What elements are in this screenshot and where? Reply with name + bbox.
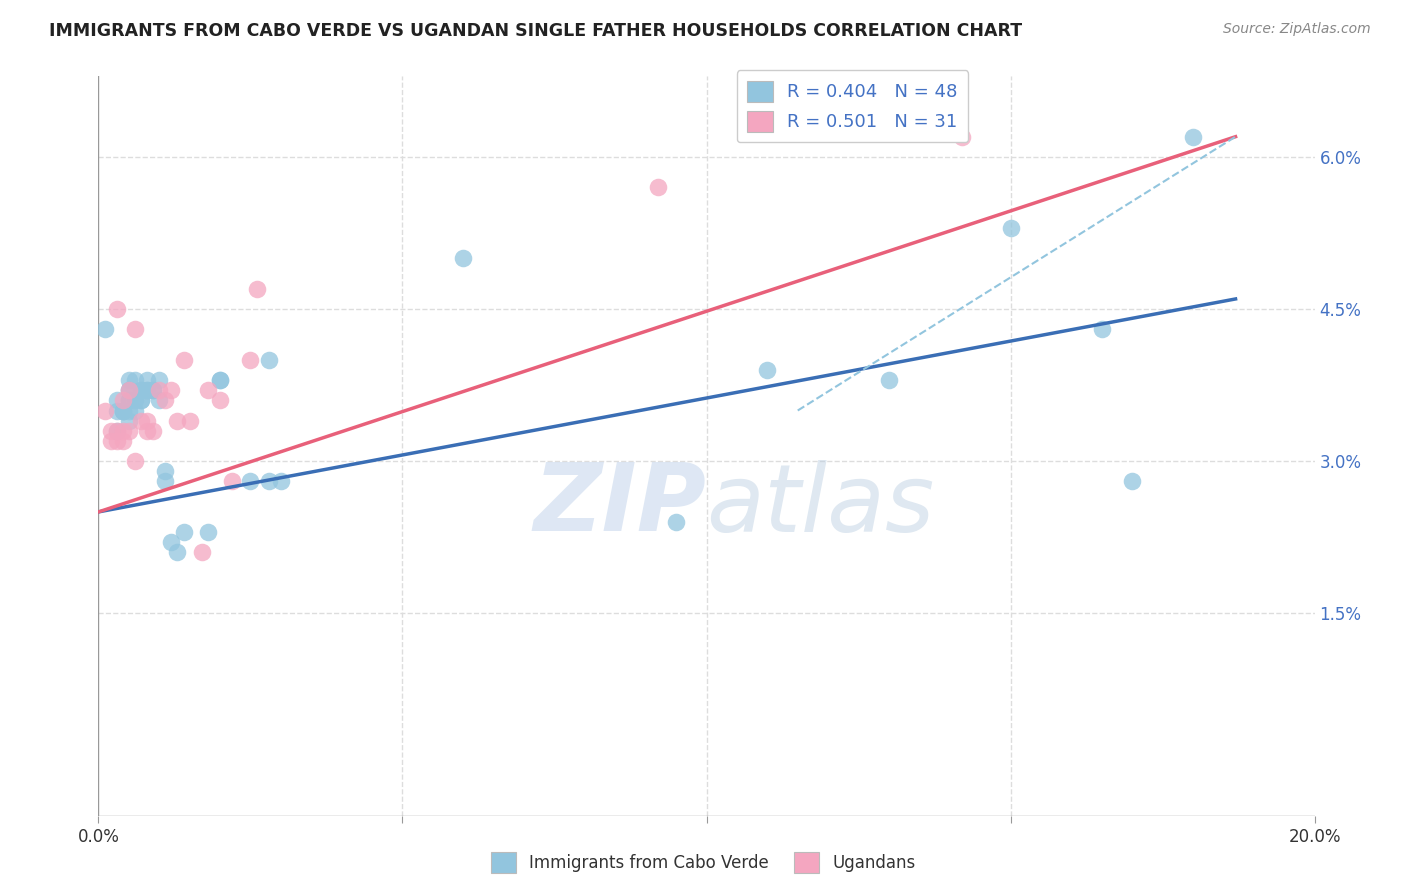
Point bbox=[209, 373, 232, 387]
Point bbox=[665, 515, 688, 529]
Text: ZIP: ZIP bbox=[534, 459, 707, 551]
Point bbox=[179, 414, 201, 428]
Point bbox=[111, 403, 134, 417]
Point bbox=[118, 383, 141, 397]
Point bbox=[877, 373, 900, 387]
Point bbox=[105, 393, 128, 408]
Text: Source: ZipAtlas.com: Source: ZipAtlas.com bbox=[1223, 22, 1371, 37]
Point bbox=[950, 129, 973, 144]
Point bbox=[191, 545, 214, 559]
Point bbox=[148, 393, 170, 408]
Point bbox=[111, 403, 134, 417]
Point bbox=[209, 393, 232, 408]
Point bbox=[136, 414, 159, 428]
Point bbox=[118, 414, 141, 428]
Point bbox=[118, 373, 141, 387]
Point bbox=[1091, 322, 1114, 336]
Point bbox=[453, 252, 475, 266]
Point bbox=[124, 403, 146, 417]
Point bbox=[1182, 129, 1205, 144]
Point bbox=[647, 180, 669, 194]
Point bbox=[105, 434, 128, 448]
Point bbox=[100, 424, 122, 438]
Text: IMMIGRANTS FROM CABO VERDE VS UGANDAN SINGLE FATHER HOUSEHOLDS CORRELATION CHART: IMMIGRANTS FROM CABO VERDE VS UGANDAN SI… bbox=[49, 22, 1022, 40]
Point bbox=[105, 403, 128, 417]
Point bbox=[270, 475, 292, 489]
Point bbox=[1121, 475, 1143, 489]
Point bbox=[129, 393, 152, 408]
Point bbox=[155, 475, 177, 489]
Point bbox=[118, 393, 141, 408]
Point bbox=[148, 383, 170, 397]
Point bbox=[124, 373, 146, 387]
Point bbox=[257, 352, 280, 367]
Point bbox=[136, 424, 159, 438]
Point bbox=[160, 383, 183, 397]
Point bbox=[245, 282, 267, 296]
Point bbox=[148, 373, 170, 387]
Text: atlas: atlas bbox=[707, 459, 935, 550]
Point bbox=[129, 383, 152, 397]
Point bbox=[129, 393, 152, 408]
Point bbox=[257, 475, 280, 489]
Point bbox=[136, 383, 159, 397]
Point bbox=[124, 454, 146, 468]
Point bbox=[142, 424, 165, 438]
Point bbox=[118, 393, 141, 408]
Legend: R = 0.404   N = 48, R = 0.501   N = 31: R = 0.404 N = 48, R = 0.501 N = 31 bbox=[737, 70, 969, 143]
Point bbox=[105, 424, 128, 438]
Point bbox=[118, 383, 141, 397]
Point bbox=[129, 414, 152, 428]
Point bbox=[142, 383, 165, 397]
Point bbox=[239, 352, 262, 367]
Point bbox=[105, 424, 128, 438]
Point bbox=[93, 322, 115, 336]
Point bbox=[155, 464, 177, 478]
Point bbox=[239, 475, 262, 489]
Point bbox=[111, 434, 134, 448]
Point bbox=[209, 373, 232, 387]
Legend: Immigrants from Cabo Verde, Ugandans: Immigrants from Cabo Verde, Ugandans bbox=[484, 846, 922, 880]
Point bbox=[197, 525, 219, 540]
Point bbox=[160, 535, 183, 549]
Point bbox=[142, 383, 165, 397]
Point bbox=[173, 352, 195, 367]
Point bbox=[111, 403, 134, 417]
Point bbox=[166, 414, 188, 428]
Point bbox=[118, 424, 141, 438]
Point bbox=[756, 363, 779, 377]
Point bbox=[124, 393, 146, 408]
Point bbox=[105, 302, 128, 317]
Point bbox=[93, 403, 115, 417]
Point bbox=[118, 403, 141, 417]
Point bbox=[155, 393, 177, 408]
Point bbox=[166, 545, 188, 559]
Point bbox=[221, 475, 243, 489]
Point bbox=[100, 434, 122, 448]
Point bbox=[118, 383, 141, 397]
Point bbox=[197, 383, 219, 397]
Point bbox=[111, 424, 134, 438]
Point bbox=[1000, 221, 1022, 235]
Point bbox=[136, 373, 159, 387]
Point bbox=[136, 383, 159, 397]
Point bbox=[111, 393, 134, 408]
Point bbox=[173, 525, 195, 540]
Point bbox=[124, 322, 146, 336]
Point bbox=[129, 383, 152, 397]
